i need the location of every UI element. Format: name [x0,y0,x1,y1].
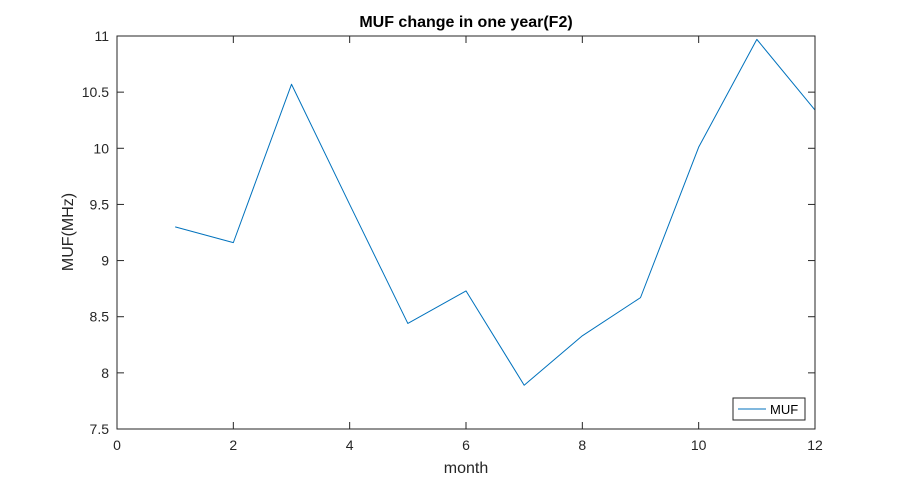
y-tick-label: 10.5 [82,84,109,100]
legend-label-muf: MUF [770,402,798,417]
y-tick-label: 9 [101,253,109,269]
x-tick-label: 2 [229,437,237,453]
y-tick-labels: 7.5 8 8.5 9 9.5 10 10.5 11 [82,28,109,437]
x-tick-label: 0 [113,437,121,453]
y-tick-label: 7.5 [90,421,110,437]
legend: MUF [732,397,806,421]
x-tick-label: 12 [807,437,823,453]
y-tick-label: 8.5 [90,309,110,325]
x-tick-label: 6 [462,437,470,453]
legend-box [732,397,806,421]
x-tick-label: 4 [346,437,354,453]
x-tick-label: 10 [691,437,707,453]
y-axis-label: MUF(MHz) [60,193,77,271]
plot-area [117,36,815,429]
y-tick-label: 9.5 [90,196,110,212]
chart-title: MUF change in one year(F2) [359,14,572,31]
series-line-muf [175,38,816,386]
y-tick-label: 11 [94,28,109,44]
x-tick-label: 8 [578,437,586,453]
x-axis-label: month [444,460,488,477]
y-tick-label: 10 [93,140,109,156]
x-tick-labels: 0 2 4 6 8 10 12 [113,437,823,453]
plot-frame [116,35,816,430]
y-tick-label: 8 [101,365,109,381]
